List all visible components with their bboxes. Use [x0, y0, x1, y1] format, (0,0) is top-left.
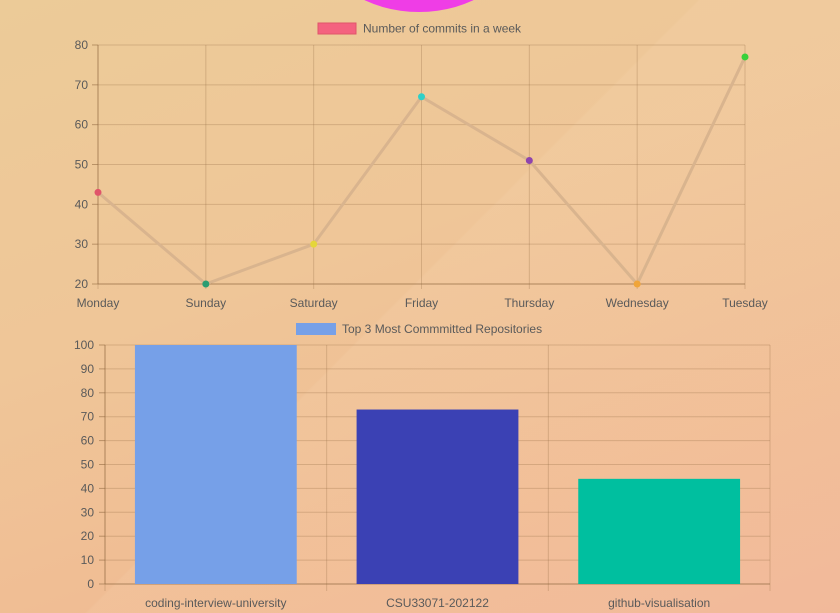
bar-ytick-label: 10	[81, 553, 95, 567]
bar-ytick-label: 20	[81, 529, 95, 543]
bar-xtick-label: coding-interview-university	[145, 596, 286, 610]
line-xtick-label: Thursday	[504, 296, 554, 310]
bar[interactable]	[356, 409, 519, 584]
line-data-point[interactable]	[633, 280, 641, 288]
line-ytick-label: 20	[75, 277, 89, 291]
bar-ytick-label: 40	[81, 481, 95, 495]
line-ytick-label: 30	[75, 237, 89, 251]
bar-ytick-label: 100	[74, 338, 94, 352]
bar-xtick-label: CSU33071-202122	[386, 596, 489, 610]
bar-ytick-label: 30	[81, 505, 95, 519]
line-data-point[interactable]	[418, 93, 425, 101]
bar-ytick-label: 50	[81, 458, 95, 472]
line-data-point[interactable]	[741, 53, 749, 61]
line-data-point[interactable]	[94, 188, 102, 196]
bar-ytick-label: 80	[81, 386, 95, 400]
line-legend-swatch[interactable]	[317, 22, 357, 35]
bar-legend-swatch[interactable]	[296, 323, 336, 335]
line-xtick-label: Sunday	[185, 296, 226, 310]
line-ytick-label: 80	[75, 38, 89, 52]
line-data-point[interactable]	[310, 240, 318, 248]
bar-ytick-label: 90	[81, 362, 95, 376]
bar[interactable]	[134, 345, 297, 584]
line-xtick-label: Friday	[405, 296, 438, 310]
bar-ytick-label: 60	[81, 434, 95, 448]
line-data-point[interactable]	[202, 280, 210, 288]
line-xtick-label: Monday	[77, 296, 120, 310]
line-ytick-label: 40	[75, 197, 89, 211]
bar-ytick-label: 70	[81, 410, 95, 424]
line-ytick-label: 60	[75, 118, 89, 132]
line-xtick-label: Saturday	[290, 296, 338, 310]
bar-legend-label[interactable]: Top 3 Most Commmitted Repositories	[342, 322, 542, 336]
line-xtick-label: Tuesday	[722, 296, 768, 310]
line-data-point[interactable]	[525, 157, 533, 165]
bar[interactable]	[578, 478, 741, 584]
line-xtick-label: Wednesday	[606, 296, 669, 310]
line-legend-label[interactable]: Number of commits in a week	[363, 22, 522, 36]
bar-ytick-label: 0	[87, 577, 94, 591]
line-ytick-label: 70	[75, 78, 89, 92]
bar-xtick-label: github-visualisation	[608, 596, 710, 610]
line-ytick-label: 50	[75, 158, 89, 172]
